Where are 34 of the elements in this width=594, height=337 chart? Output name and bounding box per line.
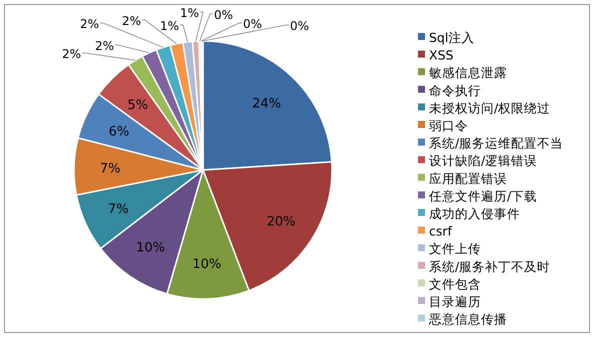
data-label: 0% [243, 17, 262, 31]
legend-label: 未授权访问/权限绕过 [429, 100, 550, 116]
data-label: 20% [266, 214, 296, 230]
legend-label: 系统/服务运维配置不当 [429, 136, 564, 151]
legend-label: 应用配置错误 [429, 170, 507, 186]
legend-label: 敏感信息泄露 [429, 65, 507, 80]
data-label: 7% [100, 161, 120, 176]
data-label: 6% [108, 124, 130, 140]
data-label: 0% [290, 19, 310, 33]
data-label: 1% [180, 6, 200, 20]
data-label: 24% [252, 96, 282, 112]
legend-label: 恶意信息传播 [428, 312, 507, 327]
data-label: 10% [192, 256, 222, 272]
legend-label: XSS [429, 48, 454, 63]
legend-label: 文件上传 [429, 241, 481, 256]
data-label: 7% [108, 202, 129, 218]
legend-label: Sql注入 [429, 30, 474, 45]
legend-label: 文件包含 [429, 276, 481, 292]
data-label: 2% [95, 39, 114, 53]
legend-label: 弱口令 [429, 118, 468, 133]
legend-label: csrf [429, 224, 453, 239]
legend-label: 设计缺陷/逻辑错误 [429, 153, 538, 168]
data-label: 5% [127, 98, 148, 113]
data-label: 0% [214, 8, 234, 22]
data-label: 2% [80, 17, 100, 31]
legend-label: 系统/服务补丁不及时 [429, 258, 550, 274]
data-label: 1% [160, 19, 180, 33]
data-label: 2% [62, 47, 82, 61]
legend-label: 目录遍历 [429, 294, 481, 309]
legend-label: 命令执行 [429, 82, 481, 98]
data-label: 10% [136, 240, 166, 256]
data-label: 2% [122, 14, 142, 28]
legend-label: 任意文件遍历/下载 [428, 188, 538, 204]
legend-label: 成功的入侵事件 [429, 206, 520, 221]
